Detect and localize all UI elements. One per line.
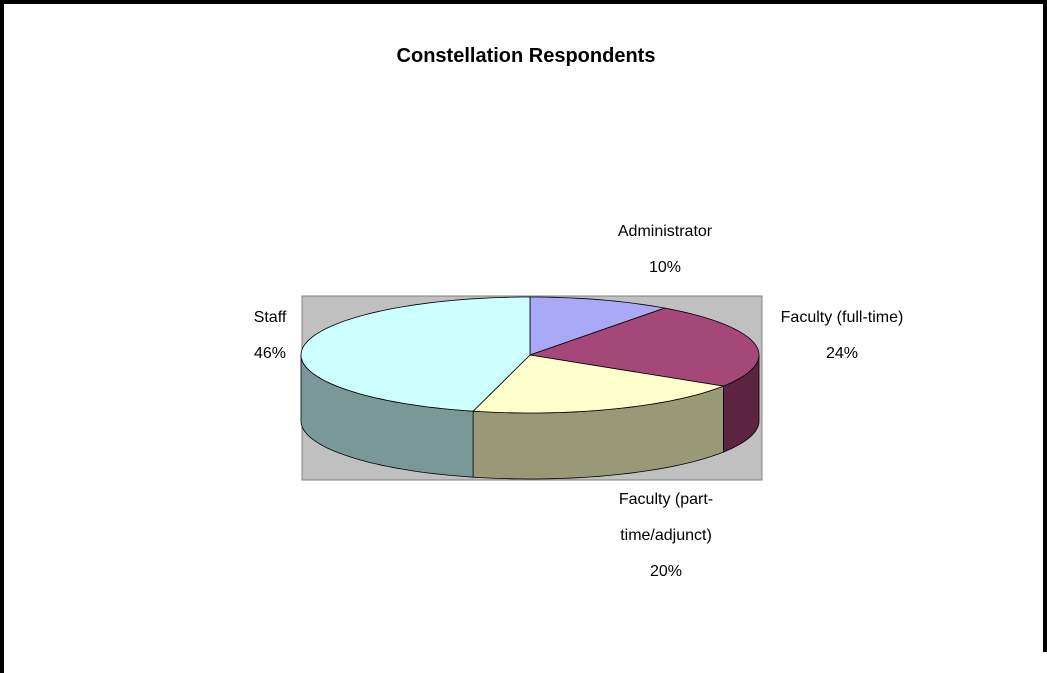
value-label: 46% <box>253 345 287 362</box>
category-label: Faculty (part-time/adjunct) <box>618 491 714 544</box>
category-label: Faculty (full-time) <box>780 309 904 326</box>
value-label: 24% <box>825 345 859 362</box>
slice <box>300 296 531 412</box>
data-label: Staff 46% <box>230 300 310 372</box>
value-label: 20% <box>649 563 683 580</box>
category-label: Staff <box>253 309 287 326</box>
value-label: 10% <box>648 259 682 276</box>
slice <box>472 354 725 414</box>
slice <box>529 296 667 356</box>
data-label: Faculty (full-time) 24% <box>762 300 922 372</box>
chart-title: Constellation Respondents <box>397 45 656 67</box>
category-label: Administrator <box>617 223 713 240</box>
data-label: Administrator 10% <box>604 214 726 286</box>
data-label: Faculty (part-time/adjunct) 20% <box>606 482 726 590</box>
slice <box>529 307 760 387</box>
